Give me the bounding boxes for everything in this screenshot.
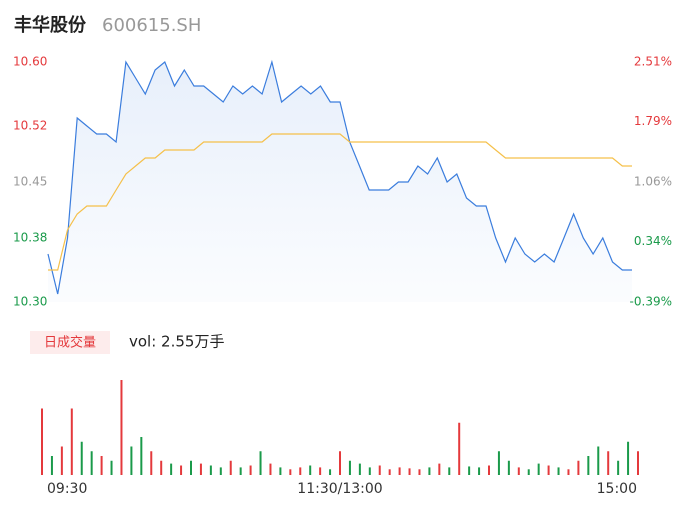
volume-bar (438, 463, 441, 475)
y2-tick-label: 0.34% (634, 234, 672, 248)
y-tick-label: 10.60 (13, 55, 47, 69)
volume-bar (497, 451, 500, 475)
volume-bar (140, 437, 143, 475)
volume-bar (259, 451, 262, 475)
volume-bar (180, 465, 183, 475)
volume-bar (408, 468, 411, 475)
volume-bar (398, 467, 401, 475)
volume-bar (428, 467, 431, 475)
volume-bar (527, 469, 530, 475)
volume-bar (478, 467, 481, 475)
volume-bar (100, 456, 103, 475)
volume-bar (90, 451, 93, 475)
volume-bar (50, 456, 53, 475)
volume-bar (468, 466, 471, 475)
volume-bar (358, 463, 361, 475)
volume-title: 日成交量 (44, 335, 96, 351)
volume-bar (269, 463, 272, 475)
y2-tick-label: -0.39% (630, 295, 672, 309)
y2-tick-label: 2.51% (634, 55, 672, 69)
volume-bar (249, 465, 252, 475)
volume-bar (418, 469, 421, 475)
volume-bar (448, 467, 451, 475)
volume-bar (60, 446, 63, 475)
volume-bar (348, 460, 351, 475)
volume-label-bg (30, 331, 110, 354)
volume-bar (458, 422, 461, 475)
volume-bar (219, 467, 222, 475)
y2-tick-label: 1.79% (634, 114, 672, 128)
volume-bar (120, 380, 123, 475)
volume-bar (627, 441, 630, 475)
volume-bar (329, 469, 332, 475)
volume-bar (160, 460, 163, 475)
volume-bar (607, 451, 610, 475)
volume-annotation: vol: 2.55万手 (129, 333, 224, 351)
volume-bar (190, 460, 192, 475)
volume-bar (378, 465, 381, 475)
title: 丰华股份 (14, 14, 87, 36)
volume-bar (547, 465, 550, 475)
price-area (48, 62, 632, 302)
x-tick-label: 11:30/13:00 (297, 481, 382, 497)
volume-bar (70, 408, 73, 475)
series-line (48, 133, 632, 271)
x-tick-label: 15:00 (597, 481, 637, 497)
volume-bar (567, 469, 570, 475)
volume-bar (239, 467, 242, 475)
volume-bar (339, 451, 341, 475)
volume-bar (289, 469, 292, 475)
volume-bar (388, 469, 391, 475)
volume-bar (537, 463, 540, 475)
volume-bar (80, 441, 83, 475)
volume-bar (309, 465, 312, 475)
x-tick-label: 09:30 (47, 481, 87, 497)
volume-bar (597, 446, 600, 475)
volume-bar (229, 460, 232, 475)
y2-tick-label: 1.06% (634, 175, 672, 189)
subtitle: 600615.SH (102, 15, 201, 36)
volume-bar (199, 463, 202, 475)
volume-bar (41, 408, 43, 475)
volume-bar (557, 467, 560, 475)
y-tick-label: 10.30 (13, 295, 47, 309)
volume-bar (299, 467, 302, 475)
y-tick-label: 10.38 (13, 231, 47, 245)
volume-bar (130, 446, 133, 475)
volume-bar (507, 460, 510, 475)
volume-bar (279, 467, 282, 475)
volume-bar (319, 467, 322, 475)
volume-bar (150, 451, 153, 475)
volume-bar (587, 456, 590, 475)
volume-bar (110, 460, 113, 475)
volume-bar (488, 465, 490, 475)
series-line (47, 59, 632, 295)
y-tick-label: 10.52 (13, 119, 47, 133)
volume-bar (368, 467, 371, 475)
y-tick-label: 10.45 (13, 175, 47, 189)
volume-bar (209, 465, 212, 475)
volume-bar (637, 451, 639, 475)
volume-bar (577, 460, 580, 475)
volume-bar (517, 467, 520, 475)
volume-bar (617, 460, 620, 475)
volume-bar (170, 463, 173, 475)
